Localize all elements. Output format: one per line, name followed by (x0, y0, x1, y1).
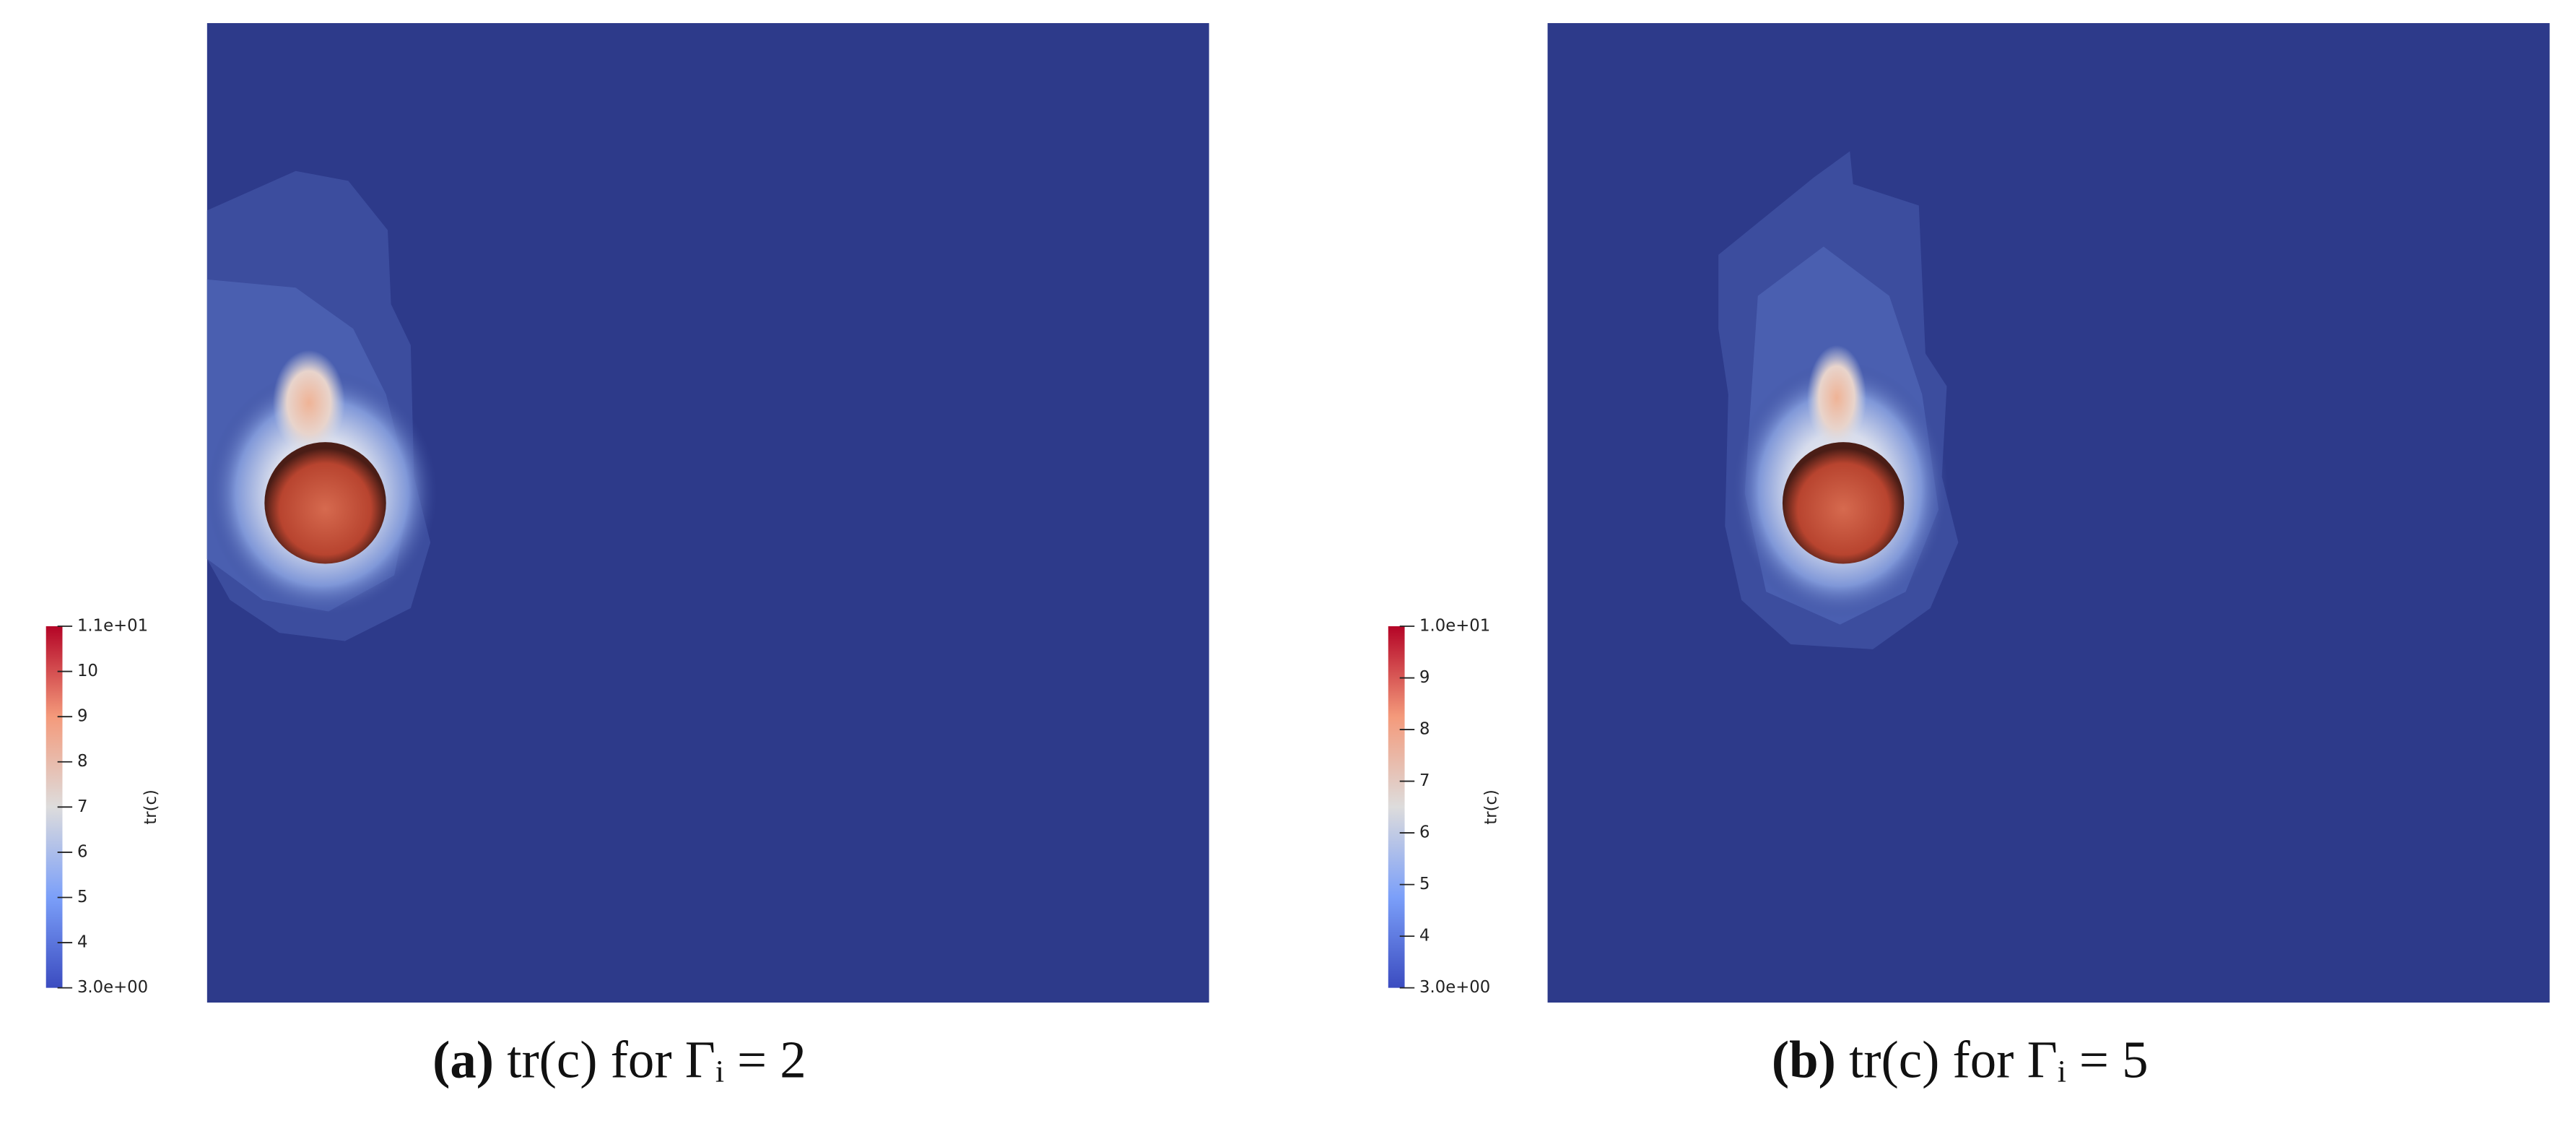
colorbar-tick-label: 9 (77, 707, 87, 726)
colorbar-tick-label: 8 (1419, 720, 1430, 739)
colorbar-tick-label: 6 (77, 842, 87, 861)
colorbar-tick-label: 3.0e+00 (1419, 978, 1490, 997)
colorbar-tick-label: 7 (1419, 771, 1430, 790)
caption: (a) tr(c) for Γᵢ = 2 (432, 1030, 806, 1088)
colorbar-tick-label: 1.0e+01 (1419, 617, 1490, 636)
colorbar-tick-label: 10 (77, 662, 98, 680)
colorbar-tick-label: 4 (77, 933, 87, 952)
colorbar-tick-label: 9 (1419, 668, 1430, 687)
colorbar-tick-label: 4 (1419, 927, 1430, 945)
colorbar-label: tr(c) (1482, 789, 1501, 825)
caption: (b) tr(c) for Γᵢ = 5 (1772, 1030, 2149, 1088)
field-b (1547, 22, 2550, 1003)
colorbar-tick-label: 8 (77, 752, 87, 771)
caption-label: (a) (432, 1030, 494, 1088)
colorbar-tick-label: 5 (77, 888, 87, 906)
caption-text: tr(c) for Γᵢ = 2 (507, 1030, 806, 1088)
colorbar-tick-label: 1.1e+01 (77, 617, 148, 636)
field-a (206, 22, 1209, 1003)
colorbar-tick-label: 5 (1419, 875, 1430, 893)
caption-text: tr(c) for Γᵢ = 5 (1849, 1030, 2148, 1088)
colorbar-tick-label: 6 (1419, 823, 1430, 842)
colorbar-tick-label: 3.0e+00 (77, 978, 148, 997)
colorbar (1388, 626, 1405, 988)
colorbar-label: tr(c) (142, 789, 160, 825)
caption-label: (b) (1772, 1030, 1836, 1088)
colorbar-tick-label: 7 (77, 797, 87, 816)
